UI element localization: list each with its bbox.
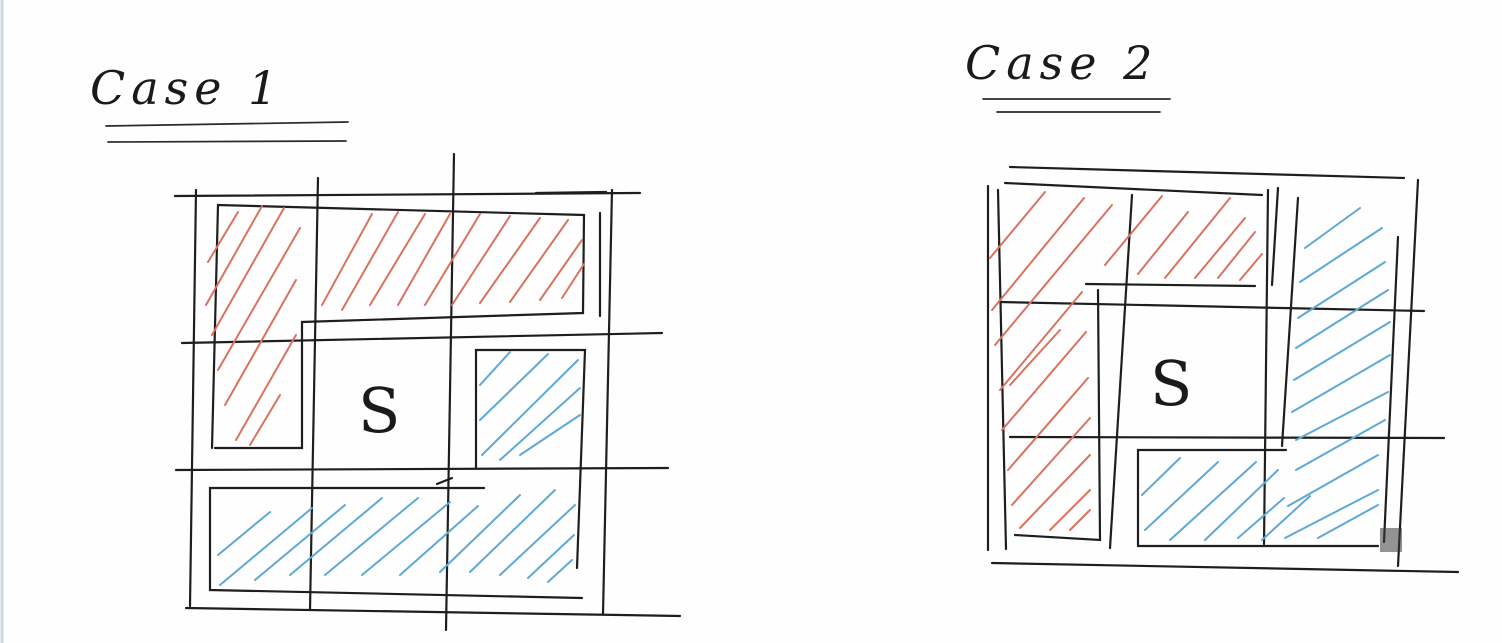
ink-smudge bbox=[1380, 528, 1402, 552]
case2-title: Case 2 bbox=[965, 36, 1158, 90]
case1-blue-region bbox=[208, 348, 587, 600]
case1-title: Case 1 bbox=[90, 61, 283, 115]
case1-red-region bbox=[205, 203, 602, 450]
case1-blue-hatching bbox=[217, 351, 581, 586]
case2-diagram: Case 2 bbox=[965, 36, 1460, 574]
case1-center-label: S bbox=[358, 374, 400, 447]
case1-underline-2 bbox=[107, 140, 347, 143]
case2-grid bbox=[986, 165, 1460, 574]
case2-blue-region bbox=[1136, 207, 1402, 552]
case2-red-hatching bbox=[989, 191, 1263, 531]
case1-diagram: Case 1 bbox=[90, 61, 682, 632]
case2-red-region bbox=[989, 191, 1263, 542]
case1-underline-1 bbox=[105, 121, 349, 127]
case1-red-hatching bbox=[205, 205, 585, 446]
case2-blue-hatching bbox=[1141, 207, 1391, 541]
case2-center-label: S bbox=[1150, 347, 1192, 420]
